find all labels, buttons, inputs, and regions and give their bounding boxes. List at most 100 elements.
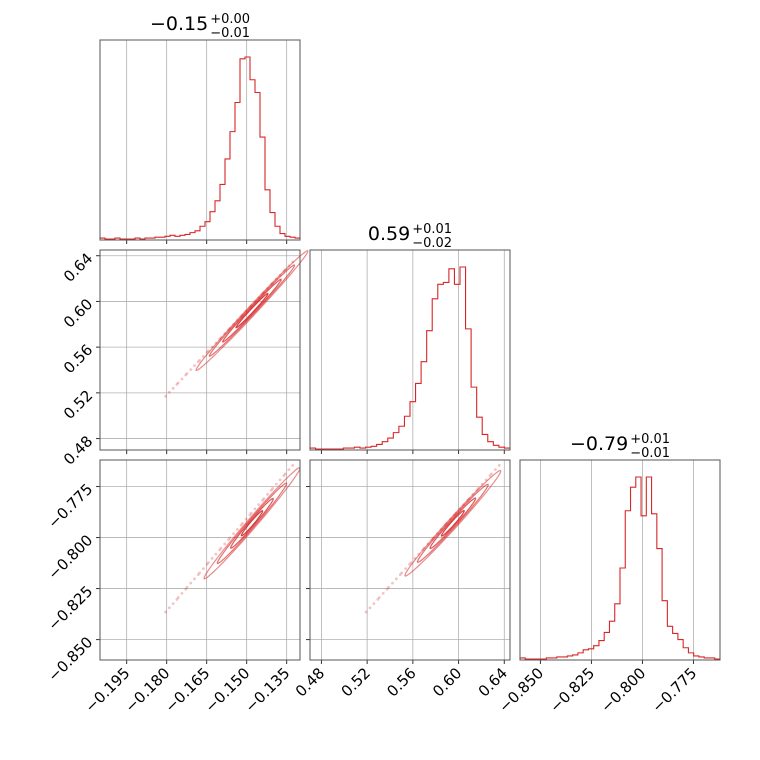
sample-point	[493, 468, 497, 472]
sample-point	[235, 527, 239, 531]
sample-point	[223, 542, 227, 546]
contour-line	[230, 497, 274, 549]
sample-point	[196, 360, 200, 364]
y-tick-label: −0.825	[44, 582, 96, 634]
sample-point	[269, 488, 273, 492]
sample-point	[210, 556, 214, 560]
sample-point	[404, 567, 408, 571]
contour-line	[440, 509, 465, 537]
sample-point	[497, 464, 501, 467]
sample-point	[391, 581, 394, 585]
x-tick-label: 0.52	[338, 664, 374, 700]
x-tick-label: −0.825	[546, 664, 598, 716]
sample-point	[262, 497, 266, 501]
panel-title-plus: +0.01	[630, 432, 670, 447]
panel-border	[309, 459, 511, 661]
panel-title-value: −0.15	[150, 13, 208, 35]
panel-border	[99, 39, 301, 241]
sample-point	[387, 585, 390, 589]
contour-line	[429, 497, 477, 550]
x-tick-label: 0.60	[429, 664, 465, 700]
sample-point	[278, 478, 282, 482]
histogram-step-line	[519, 476, 720, 660]
sample-point	[408, 562, 411, 566]
sample-point	[193, 577, 196, 581]
sample-point	[201, 354, 205, 358]
sample-point	[381, 591, 385, 595]
sample-point	[261, 499, 264, 502]
panel-background	[100, 250, 300, 450]
panel-border	[99, 249, 301, 451]
sample-point	[400, 571, 404, 575]
sample-point	[167, 606, 171, 610]
sample-point	[184, 587, 188, 591]
y-tick-label: 0.56	[60, 341, 96, 377]
sample-point	[249, 511, 253, 515]
sample-point	[228, 536, 232, 540]
sample-point	[176, 596, 180, 599]
x-tick-label: −0.775	[648, 664, 700, 716]
panel-border	[99, 459, 301, 661]
sample-point	[175, 597, 179, 601]
sample-point	[207, 561, 210, 564]
sample-point	[205, 562, 209, 566]
y-tick-label: −0.775	[44, 480, 96, 532]
y-tick-label: −0.800	[44, 531, 96, 583]
scatter-panel-1	[96, 249, 309, 454]
scatter-panel-2	[96, 459, 301, 664]
sample-point	[274, 482, 278, 486]
y-tick-label: 0.60	[60, 295, 96, 331]
sample-point	[227, 538, 230, 542]
sample-point	[239, 523, 243, 527]
sample-point	[394, 577, 398, 581]
contour-line	[404, 469, 502, 577]
contour-line	[222, 278, 282, 343]
sample-point	[490, 472, 493, 476]
histogram-panel-2	[309, 249, 511, 454]
sample-point	[193, 364, 196, 368]
sample-point	[372, 602, 376, 606]
contour-line	[208, 264, 296, 357]
contour-line	[416, 483, 489, 563]
contour-line	[216, 482, 288, 565]
sample-point	[282, 474, 286, 478]
sample-point	[271, 486, 275, 490]
sample-point	[248, 513, 252, 517]
sample-point	[201, 567, 205, 571]
sample-point	[257, 503, 261, 507]
panel-title-value: −0.79	[570, 433, 628, 455]
x-tick-label: −0.135	[242, 664, 294, 716]
sample-point	[377, 596, 381, 599]
sample-point	[180, 591, 184, 595]
sample-point	[409, 561, 413, 564]
x-tick-label: 0.48	[292, 664, 328, 700]
sample-point	[219, 546, 223, 550]
sample-point	[196, 573, 200, 577]
panel-title-minus: −0.01	[210, 26, 250, 41]
sample-point	[253, 507, 257, 511]
sample-point	[385, 587, 389, 591]
panel-title-plus: +0.01	[412, 222, 452, 237]
sample-point	[244, 517, 248, 521]
y-tick-label: 0.52	[60, 386, 96, 422]
sample-point	[240, 521, 244, 525]
panel-background	[100, 40, 300, 240]
y-tick-label: −0.850	[44, 633, 96, 685]
sample-point	[167, 390, 171, 394]
sample-point	[189, 368, 193, 372]
contour-line	[235, 292, 269, 329]
panel-title-value: 0.59	[368, 223, 410, 245]
histogram-step-line	[309, 266, 511, 450]
sample-point	[185, 585, 189, 589]
histogram-step-line	[99, 56, 301, 240]
x-tick-label: −0.800	[597, 664, 649, 716]
scatter-panel-3	[306, 459, 511, 664]
x-tick-label: 0.56	[383, 664, 419, 700]
histogram-panel-3	[519, 459, 721, 664]
y-tick-label: 0.64	[60, 249, 96, 285]
panel-border	[519, 459, 721, 661]
sample-point	[488, 474, 492, 478]
panel-background	[520, 460, 720, 660]
sample-point	[368, 606, 372, 610]
